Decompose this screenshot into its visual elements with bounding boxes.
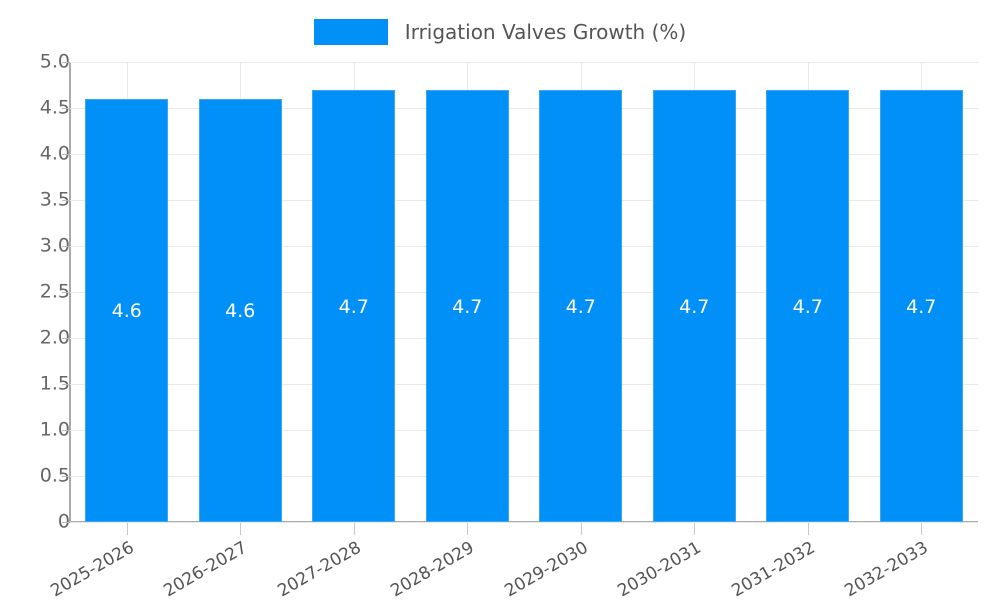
bar-value-label: 4.7 <box>906 295 937 318</box>
x-axis-tick-mark <box>808 523 809 535</box>
x-axis-tick-mark <box>921 523 922 535</box>
chart-legend: Irrigation Valves Growth (%) <box>0 14 1000 50</box>
bar[interactable]: 4.7 <box>312 89 396 522</box>
bar[interactable]: 4.6 <box>85 98 169 522</box>
y-axis-tick-mark <box>62 154 70 155</box>
x-axis-tick-mark <box>581 523 582 535</box>
x-axis-tick-mark <box>354 523 355 535</box>
gridline-horizontal <box>70 476 978 477</box>
x-axis-category-label: 2029-2030 <box>501 537 592 601</box>
gridline-horizontal <box>70 200 978 201</box>
bar-value-label: 4.7 <box>792 295 823 318</box>
gridline-horizontal <box>70 338 978 339</box>
x-axis-tick-mark <box>127 523 128 535</box>
gridline-horizontal <box>70 384 978 385</box>
bar-value-label: 4.6 <box>225 300 256 323</box>
x-axis-category-label: 2026-2027 <box>160 537 251 601</box>
y-axis-tick-label: 2.0 <box>39 326 70 349</box>
legend-series-label: Irrigation Valves Growth (%) <box>404 20 687 44</box>
gridline-horizontal <box>70 62 978 63</box>
y-axis-tick-label: 4.5 <box>39 96 70 119</box>
plot-area: 4.6 4.6 4.7 4.7 4.7 4.7 4.7 4.7 <box>70 62 978 523</box>
y-axis-tick-label: 3.5 <box>39 188 70 211</box>
y-axis-tick-label: 2.5 <box>39 280 70 303</box>
y-axis-tick-label: 0.5 <box>39 464 70 487</box>
y-axis-tick-mark <box>62 292 70 293</box>
x-axis-tick-mark <box>694 523 695 535</box>
bar-value-label: 4.7 <box>338 295 369 318</box>
y-axis-tick-mark <box>62 246 70 247</box>
bar-value-label: 4.6 <box>111 300 142 323</box>
gridline-horizontal <box>70 430 978 431</box>
x-axis-category-label: 2030-2031 <box>614 537 705 601</box>
x-axis-category-label: 2027-2028 <box>274 537 365 601</box>
y-axis-tick-label: 3.0 <box>39 234 70 257</box>
gridline-horizontal <box>70 108 978 109</box>
y-axis-tick-label: 4.0 <box>39 142 70 165</box>
legend-color-swatch <box>313 19 388 45</box>
x-axis-category-label: 2031-2032 <box>728 537 819 601</box>
gridline-horizontal <box>70 292 978 293</box>
y-axis-tick-mark <box>62 108 70 109</box>
bar[interactable]: 4.7 <box>539 89 623 522</box>
y-axis-tick-label: 5.0 <box>39 50 70 73</box>
y-axis-tick-mark <box>62 338 70 339</box>
y-axis-tick-mark <box>62 384 70 385</box>
x-axis-tick-mark <box>467 523 468 535</box>
x-axis-category-label: 2032-2033 <box>841 537 932 601</box>
bar[interactable]: 4.6 <box>198 98 282 522</box>
bar-value-label: 4.7 <box>679 295 710 318</box>
x-axis-category-label: 2028-2029 <box>387 537 478 601</box>
x-axis-tick-mark <box>240 523 241 535</box>
gridline-horizontal <box>70 154 978 155</box>
y-axis-tick-mark <box>62 522 70 523</box>
bar-value-label: 4.7 <box>565 295 596 318</box>
bar-value-label: 4.7 <box>452 295 483 318</box>
bar[interactable]: 4.7 <box>652 89 736 522</box>
gridline-horizontal <box>70 246 978 247</box>
y-axis-ticks: 0 0.5 1.0 1.5 2.0 2.5 3.0 3.5 4.0 4.5 5.0 <box>0 0 70 600</box>
y-axis-tick-mark <box>62 200 70 201</box>
y-axis-tick-label: 0 <box>57 510 70 533</box>
y-axis-tick-mark <box>62 430 70 431</box>
gridline-horizontal <box>70 522 978 523</box>
y-axis-tick-label: 1.5 <box>39 372 70 395</box>
y-axis-tick-mark <box>62 476 70 477</box>
bar[interactable]: 4.7 <box>425 89 509 522</box>
bar[interactable]: 4.7 <box>879 89 963 522</box>
bar[interactable]: 4.7 <box>766 89 850 522</box>
y-axis-tick-mark <box>62 62 70 63</box>
y-axis-tick-label: 1.0 <box>39 418 70 441</box>
